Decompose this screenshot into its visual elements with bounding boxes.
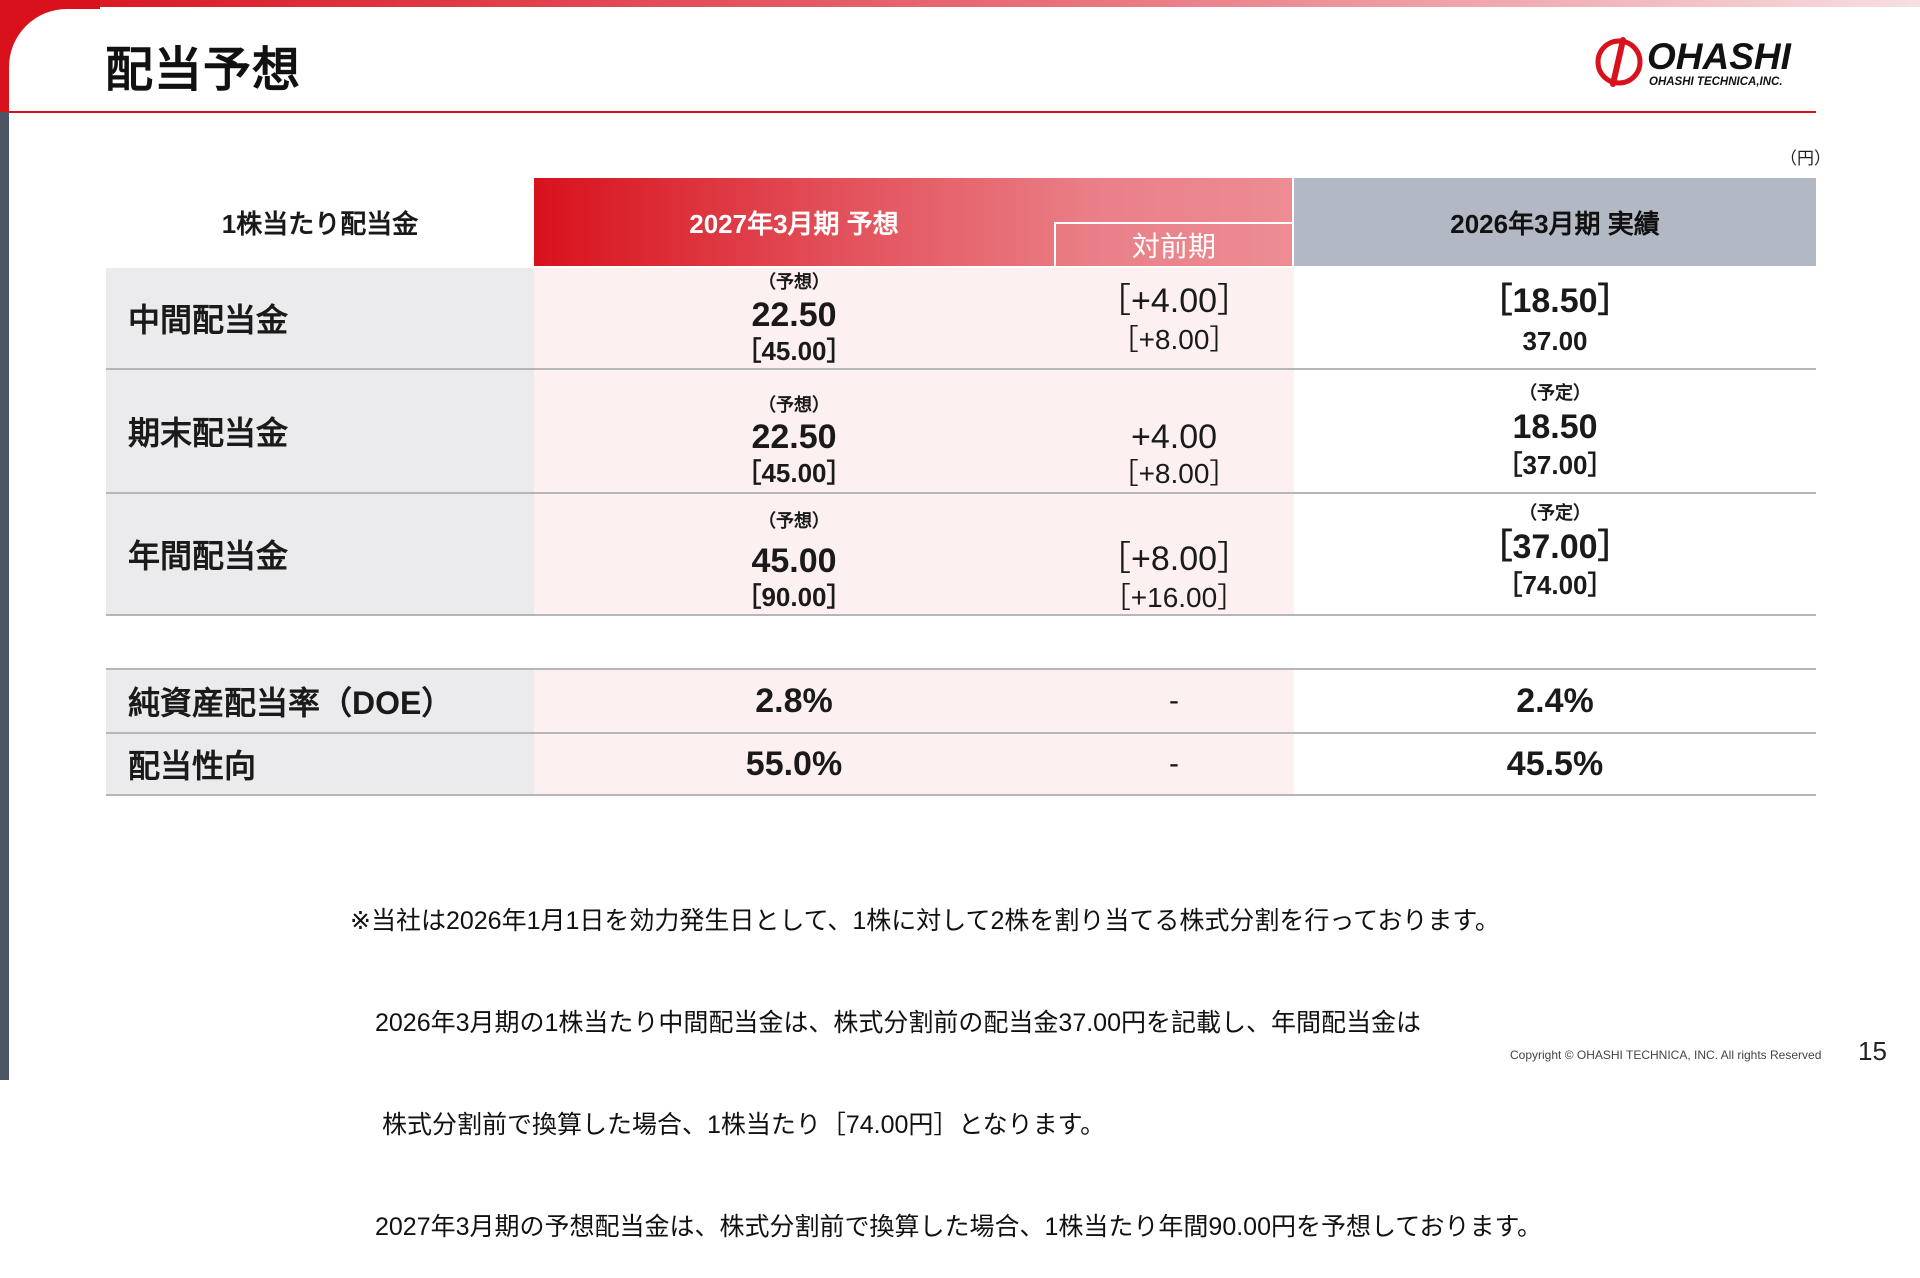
ratio-top-divider: [106, 668, 1816, 670]
row-label-payout-ratio: 配当性向: [106, 734, 534, 794]
row-label-year-end: 期末配当金: [106, 370, 534, 492]
footnote-line: 2027年3月期の予想配当金は、株式分割前で換算した場合、1株当たり年間90.0…: [350, 1213, 1542, 1241]
annual-forecast-note: （予想）: [758, 511, 830, 531]
payout-forecast: 55.0%: [534, 734, 1054, 794]
annual-forecast-cell: （予想） 45.00 ［90.00］: [534, 494, 1054, 614]
year-end-forecast-sub: ［45.00］: [735, 458, 853, 488]
row-label-doe: 純資産配当率（DOE）: [106, 670, 534, 732]
interim-forecast-sub: ［45.00］: [735, 336, 853, 366]
diff-header: 対前期: [1054, 222, 1292, 266]
copyright: Copyright © OHASHI TECHNICA, INC. All ri…: [1510, 1048, 1822, 1062]
interim-diff-sub: ［+8.00］: [1110, 324, 1238, 355]
doe-forecast: 2.8%: [534, 670, 1054, 732]
annual-diff-cell: ［+8.00］ ［+16.00］: [1054, 494, 1294, 614]
interim-forecast-value: 22.50: [751, 296, 837, 334]
forecast-header: 2027年3月期 予想 対前期: [534, 178, 1292, 266]
interim-forecast-cell: （予想） 22.50 ［45.00］: [534, 268, 1054, 368]
year-end-actual-sub: ［37.00］: [1496, 450, 1614, 480]
forecast-header-title: 2027年3月期 予想: [689, 208, 899, 239]
annual-actual-value: ［37.00］: [1478, 528, 1632, 566]
actual-header: 2026年3月期 実績: [1294, 178, 1816, 266]
annual-forecast-value: 45.00: [751, 542, 837, 580]
logo-text: OHASHI: [1647, 36, 1792, 77]
logo-subtext: OHASHI TECHNICA,INC.: [1649, 76, 1783, 88]
row-label-annual: 年間配当金: [106, 494, 534, 614]
payout-actual: 45.5%: [1294, 734, 1816, 794]
year-end-actual-note: （予定）: [1519, 383, 1591, 403]
top-accent-bar: [0, 0, 1920, 7]
year-end-diff-sub: ［+8.00］: [1110, 458, 1238, 489]
annual-forecast-sub: ［90.00］: [735, 582, 853, 612]
year-end-actual-value: 18.50: [1512, 408, 1598, 446]
footnote: ※当社は2026年1月1日を効力発生日として、1株に対して2株を割り当てる株式分…: [350, 836, 1542, 1278]
interim-actual-cell: ［18.50］ 37.00: [1294, 268, 1816, 368]
annual-actual-cell: （予定） ［37.00］ ［74.00］: [1294, 494, 1816, 614]
annual-diff-sub: ［+16.00］: [1102, 582, 1246, 613]
year-end-forecast-note: （予想）: [758, 395, 830, 415]
row-divider: [106, 492, 1816, 494]
company-logo: OHASHI OHASHI TECHNICA,INC.: [1595, 34, 1815, 90]
interim-actual-value: ［18.50］: [1478, 282, 1632, 320]
footnote-line: 2026年3月期の1株当たり中間配当金は、株式分割前の配当金37.00円を記載し…: [350, 1009, 1421, 1037]
year-end-actual-cell: （予定） 18.50 ［37.00］: [1294, 370, 1816, 492]
interim-diff-value: ［+4.00］: [1096, 282, 1252, 320]
year-end-diff-value: +4.00: [1130, 418, 1218, 456]
corner-mask: [9, 9, 129, 119]
interim-actual-sub: 37.00: [1522, 326, 1588, 356]
annual-actual-sub: ［74.00］: [1496, 570, 1614, 600]
row-divider: [106, 794, 1816, 796]
row-divider: [106, 732, 1816, 734]
interim-diff-cell: ［+4.00］ ［+8.00］: [1054, 268, 1294, 368]
year-end-forecast-value: 22.50: [751, 418, 837, 456]
footnote-line: 株式分割前で換算した場合、1株当たり［74.00円］となります。: [350, 1111, 1106, 1139]
corner-header: 1株当たり配当金: [221, 208, 419, 239]
doe-diff: -: [1054, 670, 1294, 732]
row-divider: [106, 614, 1816, 616]
row-label-interim: 中間配当金: [106, 268, 534, 368]
left-stripe: [0, 112, 9, 1080]
unit-label: （円）: [1780, 149, 1831, 168]
page-title: 配当予想: [105, 44, 302, 97]
annual-diff-value: ［+8.00］: [1096, 540, 1252, 578]
row-divider: [106, 368, 1816, 370]
year-end-forecast-cell: （予想） 22.50 ［45.00］: [534, 370, 1054, 492]
payout-diff: -: [1054, 734, 1294, 794]
footnote-line: ※当社は2026年1月1日を効力発生日として、1株に対して2株を割り当てる株式分…: [350, 907, 1500, 935]
interim-forecast-note: （予想）: [758, 272, 830, 292]
doe-actual: 2.4%: [1294, 670, 1816, 732]
title-underline: [9, 111, 1816, 113]
year-end-diff-cell: +4.00 ［+8.00］: [1054, 370, 1294, 492]
page-number: 15: [1858, 1036, 1887, 1066]
annual-actual-note: （予定）: [1519, 503, 1591, 523]
